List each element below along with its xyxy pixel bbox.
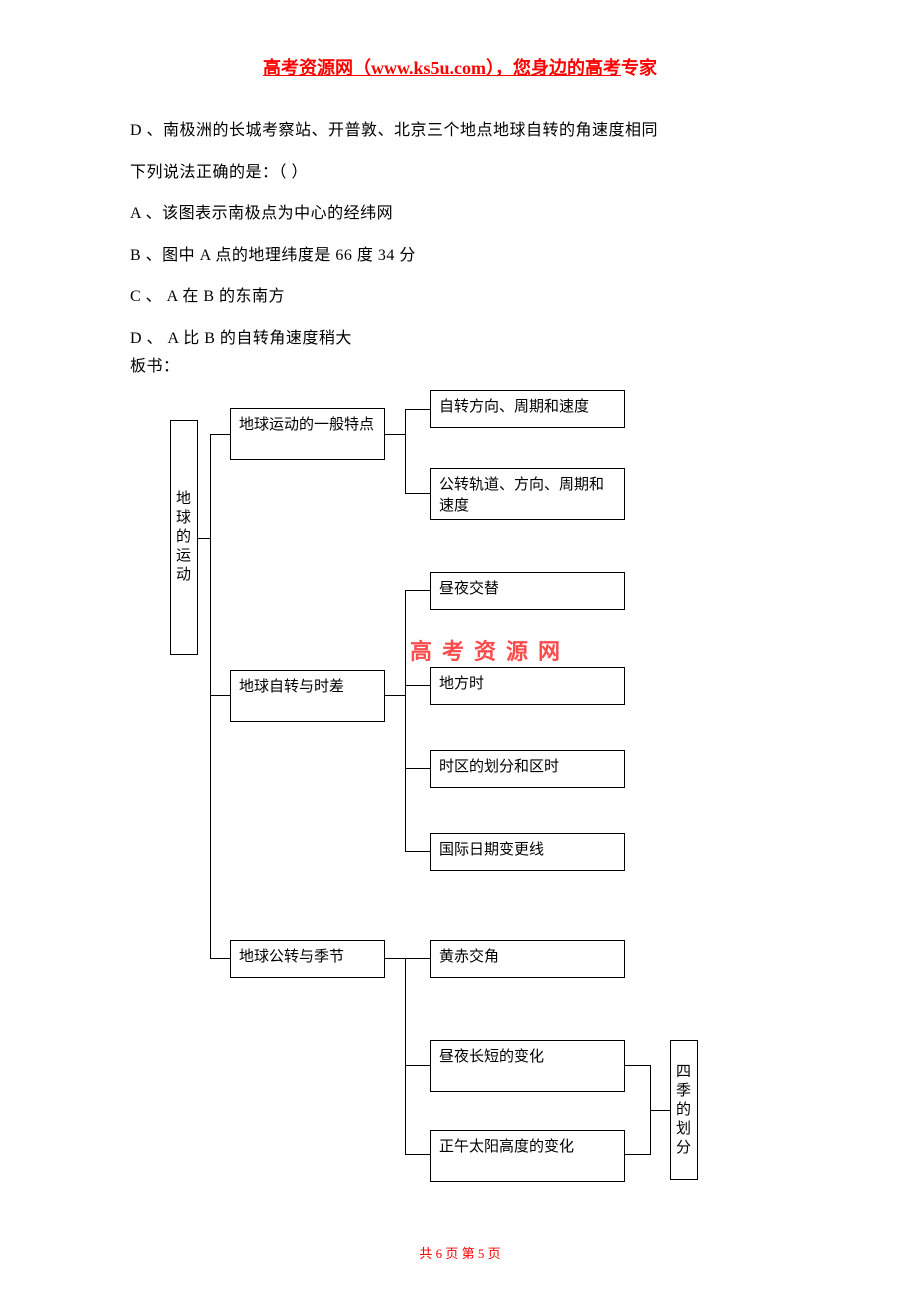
watermark: 高考资源网 xyxy=(410,634,570,666)
conn xyxy=(405,851,430,852)
header-part2: 高考 xyxy=(585,58,621,78)
tree-diagram: 地球的运动 地球运动的一般特点 地球自转与时差 地球公转与季节 自转方向、周期和… xyxy=(170,390,790,1190)
conn xyxy=(405,590,406,852)
conn xyxy=(405,409,430,410)
line-question: 下列说法正确的是：（ ） xyxy=(130,152,800,194)
leaf-rotation-dir: 自转方向、周期和速度 xyxy=(430,390,625,428)
leaf-localtime: 地方时 xyxy=(430,667,625,705)
line-b-option: B 、图中 A 点的地理纬度是 66 度 34 分 xyxy=(130,235,800,277)
conn xyxy=(405,1154,430,1155)
conn xyxy=(210,434,230,435)
conn xyxy=(385,434,405,435)
conn xyxy=(405,958,430,959)
conn xyxy=(650,1110,670,1111)
root-node: 地球的运动 xyxy=(170,420,198,655)
conn xyxy=(405,493,430,494)
node-general: 地球运动的一般特点 xyxy=(230,408,385,460)
leaf-dateline: 国际日期变更线 xyxy=(430,833,625,871)
leaf-revolution-orbit: 公转轨道、方向、周期和速度 xyxy=(430,468,625,520)
header-part1: 高考资源网（www.ks5u.com），您身边的 xyxy=(263,58,585,78)
node-rotation-timediff: 地球自转与时差 xyxy=(230,670,385,722)
conn xyxy=(405,768,430,769)
node-revolution-season: 地球公转与季节 xyxy=(230,940,385,978)
text-content: D 、南极洲的长城考察站、开普敦、北京三个地点地球自转的角速度相同 下列说法正确… xyxy=(0,80,920,387)
leaf-noonheight: 正午太阳高度的变化 xyxy=(430,1130,625,1182)
conn xyxy=(198,538,210,539)
line-c-option: C 、 A 在 B 的东南方 xyxy=(130,276,800,318)
conn xyxy=(405,409,406,494)
line-d-option: D 、南极洲的长城考察站、开普敦、北京三个地点地球自转的角速度相同 xyxy=(130,110,800,152)
conn xyxy=(385,958,405,959)
page-footer: 共 6 页 第 5 页 xyxy=(0,1243,920,1262)
conn xyxy=(385,695,405,696)
leaf-timezone: 时区的划分和区时 xyxy=(430,750,625,788)
conn xyxy=(405,958,406,1155)
leaf-daylength: 昼夜长短的变化 xyxy=(430,1040,625,1092)
conn xyxy=(405,685,430,686)
node-fourseasons: 四季的划分 xyxy=(670,1040,698,1180)
leaf-obliquity: 黄赤交角 xyxy=(430,940,625,978)
leaf-daynight: 昼夜交替 xyxy=(430,572,625,610)
conn xyxy=(210,958,230,959)
line-a-option: A 、该图表示南极点为中心的经纬网 xyxy=(130,193,800,235)
page-header: 高考资源网（www.ks5u.com），您身边的高考专家 xyxy=(0,0,920,80)
conn xyxy=(625,1154,650,1155)
conn xyxy=(405,1065,430,1066)
conn xyxy=(210,434,211,959)
conn xyxy=(405,590,430,591)
conn xyxy=(210,695,230,696)
conn xyxy=(625,1065,650,1066)
header-part3: 专家 xyxy=(621,58,657,78)
